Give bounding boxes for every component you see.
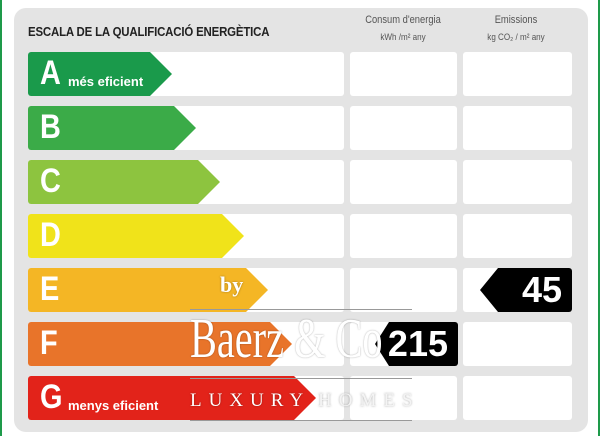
- rating-letter: C: [40, 162, 61, 200]
- consumption-header: Consum d'energia kWh /m² any: [356, 12, 450, 46]
- consumption-cell: [350, 268, 457, 312]
- watermark-line: [190, 420, 412, 421]
- emissions-cell: [463, 160, 572, 204]
- consumption-cell: [350, 376, 457, 420]
- rating-arrow-f: F: [28, 322, 292, 366]
- watermark-line: [190, 309, 412, 310]
- rating-letter: A: [40, 54, 61, 92]
- consumption-cell: [350, 214, 457, 258]
- consumption-cell: [350, 160, 457, 204]
- rating-letter: G: [40, 378, 63, 416]
- emissions-label: Emissions: [494, 14, 538, 26]
- rating-letter: E: [40, 270, 60, 308]
- rating-description: menys eficient: [68, 398, 159, 413]
- rating-letter: F: [40, 324, 58, 362]
- rating-arrow-e: E: [28, 268, 268, 312]
- rating-arrow-c: C: [28, 160, 220, 204]
- emissions-cell: [463, 322, 572, 366]
- consumption-cell: [350, 52, 457, 96]
- emissions-cell: [463, 52, 572, 96]
- watermark-by: by: [220, 272, 244, 297]
- watermark-tagline-right: HOMES: [318, 390, 420, 411]
- emissions-cell: [463, 106, 572, 150]
- emissions-unit: kg CO₂ / m² any: [487, 32, 545, 43]
- rating-arrow-d: D: [28, 214, 244, 258]
- emissions-header: Emissions kg CO₂ / m² any: [468, 12, 563, 46]
- consumption-label: Consum d'energia: [365, 14, 441, 26]
- watermark-brand: Baerz & Co: [190, 308, 383, 370]
- consumption-value-badge: 215: [375, 322, 458, 366]
- emissions-cell: [463, 376, 572, 420]
- consumption-cell: [350, 106, 457, 150]
- watermark-line: [190, 378, 412, 379]
- consumption-unit: kWh /m² any: [380, 32, 426, 43]
- rating-letter: D: [40, 216, 61, 254]
- rating-description: més eficient: [68, 74, 144, 89]
- emissions-value-badge: 45: [480, 268, 572, 312]
- emissions-cell: [463, 214, 572, 258]
- rating-arrow-b: B: [28, 106, 196, 150]
- rating-letter: B: [40, 108, 61, 146]
- scale-title: ESCALA DE LA QUALIFICACIÓ ENERGÈTICA: [28, 24, 270, 39]
- watermark-tagline-left: LUXURY: [190, 390, 311, 411]
